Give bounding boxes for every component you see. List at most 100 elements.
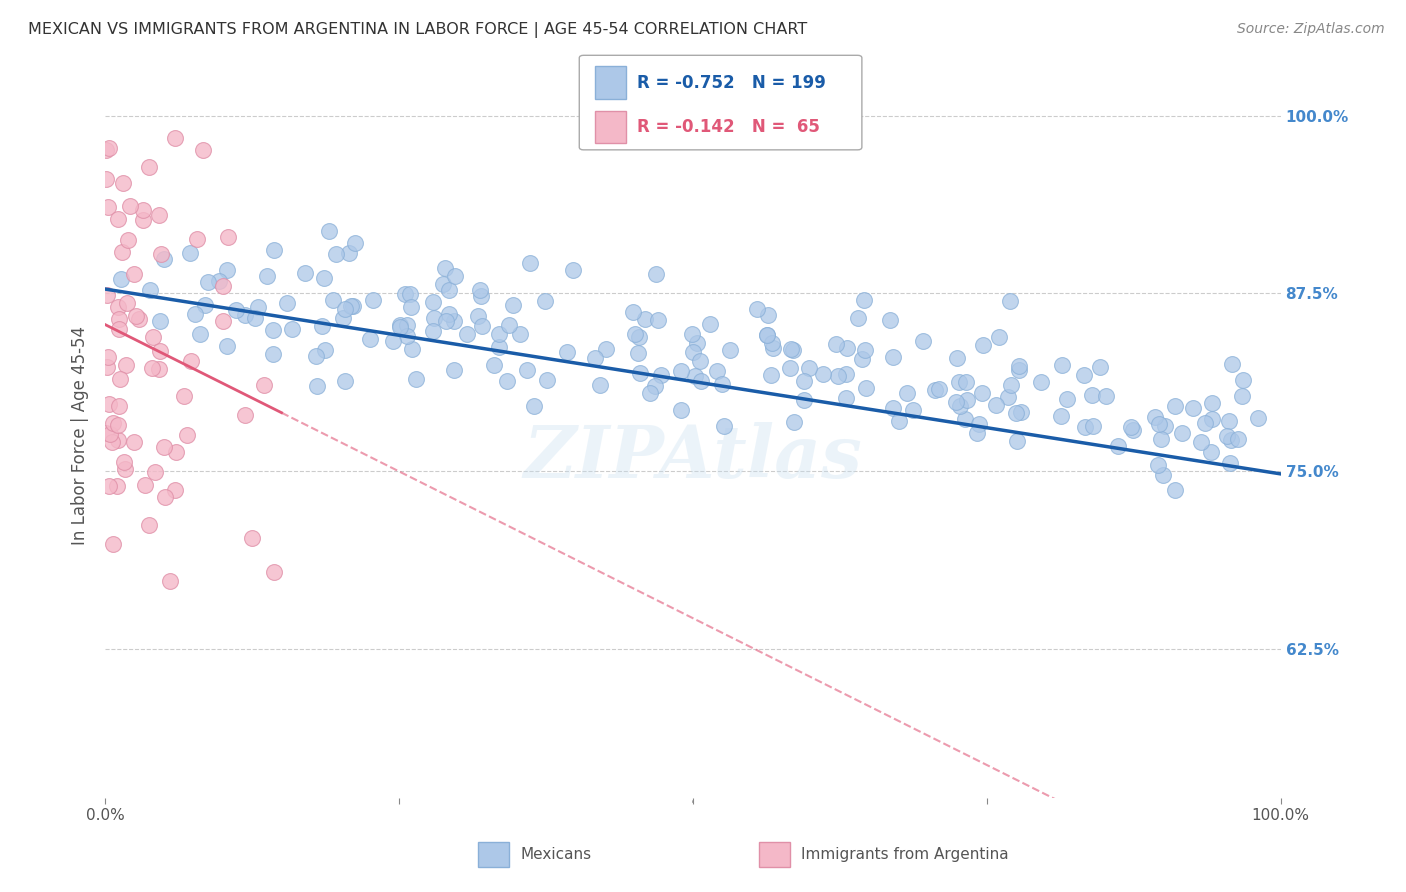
Point <box>333 374 356 388</box>
Point <box>115 296 138 310</box>
Point <box>793 393 815 408</box>
Point <box>882 401 904 416</box>
Point <box>756 309 779 323</box>
Point <box>638 385 661 400</box>
Point <box>837 342 859 356</box>
Point <box>332 310 354 325</box>
Point <box>97 397 120 411</box>
Point <box>1201 412 1223 426</box>
Point <box>159 574 181 588</box>
Point <box>1232 373 1254 387</box>
Point <box>793 374 815 388</box>
Point <box>318 224 340 238</box>
Point <box>122 267 145 281</box>
Point <box>835 392 858 406</box>
Point <box>1005 434 1028 449</box>
Point <box>215 263 238 277</box>
Point <box>96 143 118 157</box>
Point <box>588 378 610 392</box>
Point <box>314 343 336 358</box>
Point <box>633 312 655 326</box>
Point <box>443 363 465 377</box>
Point <box>997 390 1019 404</box>
Point <box>105 478 128 492</box>
Point <box>797 360 820 375</box>
Point <box>998 293 1021 308</box>
Point <box>173 389 195 403</box>
Point <box>956 392 979 407</box>
Point <box>215 339 238 353</box>
Point <box>966 425 988 440</box>
Point <box>882 350 904 364</box>
Point <box>399 286 422 301</box>
Point <box>1219 433 1241 447</box>
Point <box>359 332 381 346</box>
Point <box>706 363 728 377</box>
Point <box>311 319 333 334</box>
Point <box>470 283 492 297</box>
Point <box>762 341 785 355</box>
Point <box>337 245 360 260</box>
Point <box>1122 423 1144 437</box>
Point <box>984 398 1007 412</box>
Point <box>263 244 285 258</box>
Point <box>145 465 167 479</box>
Point <box>1246 410 1268 425</box>
Point <box>443 314 465 328</box>
Point <box>1049 409 1071 423</box>
Point <box>1201 396 1223 410</box>
Point <box>495 374 517 388</box>
Point <box>432 277 454 291</box>
Point <box>322 293 344 308</box>
Point <box>756 328 779 343</box>
Point <box>96 171 118 186</box>
Point <box>363 293 385 307</box>
Point <box>1220 357 1243 371</box>
Point <box>488 327 510 342</box>
Point <box>389 318 412 333</box>
Point <box>988 329 1011 343</box>
Point <box>647 312 669 326</box>
Point <box>97 201 120 215</box>
Point <box>1171 425 1194 440</box>
Point <box>280 322 302 336</box>
Point <box>208 274 231 288</box>
Point <box>690 374 713 388</box>
Point <box>117 233 139 247</box>
Point <box>683 369 706 384</box>
Point <box>1074 419 1097 434</box>
Point <box>502 297 524 311</box>
Point <box>745 301 768 316</box>
Point <box>247 301 270 315</box>
Point <box>855 343 877 358</box>
Text: ZIPAtlas: ZIPAtlas <box>523 422 862 492</box>
Point <box>194 298 217 312</box>
Point <box>235 308 257 322</box>
Point <box>343 235 366 250</box>
Point <box>382 334 405 348</box>
Point <box>152 440 174 454</box>
Point <box>148 362 170 376</box>
Point <box>225 303 247 318</box>
Point <box>98 427 121 442</box>
Text: Immigrants from Argentina: Immigrants from Argentina <box>801 847 1010 862</box>
Point <box>1152 467 1174 482</box>
Point <box>139 283 162 297</box>
Point <box>924 384 946 398</box>
Point <box>644 378 666 392</box>
Point <box>118 199 141 213</box>
Point <box>682 345 704 359</box>
Point <box>488 339 510 353</box>
Point <box>811 368 834 382</box>
Point <box>111 245 134 260</box>
Point <box>422 325 444 339</box>
Text: MEXICAN VS IMMIGRANTS FROM ARGENTINA IN LABOR FORCE | AGE 45-54 CORRELATION CHAR: MEXICAN VS IMMIGRANTS FROM ARGENTINA IN … <box>28 22 807 38</box>
Point <box>97 140 120 154</box>
Point <box>233 408 256 422</box>
Point <box>945 395 967 409</box>
Point <box>645 267 668 281</box>
Point <box>153 252 176 266</box>
Point <box>699 318 721 332</box>
Point <box>1144 409 1167 424</box>
Point <box>108 311 131 326</box>
